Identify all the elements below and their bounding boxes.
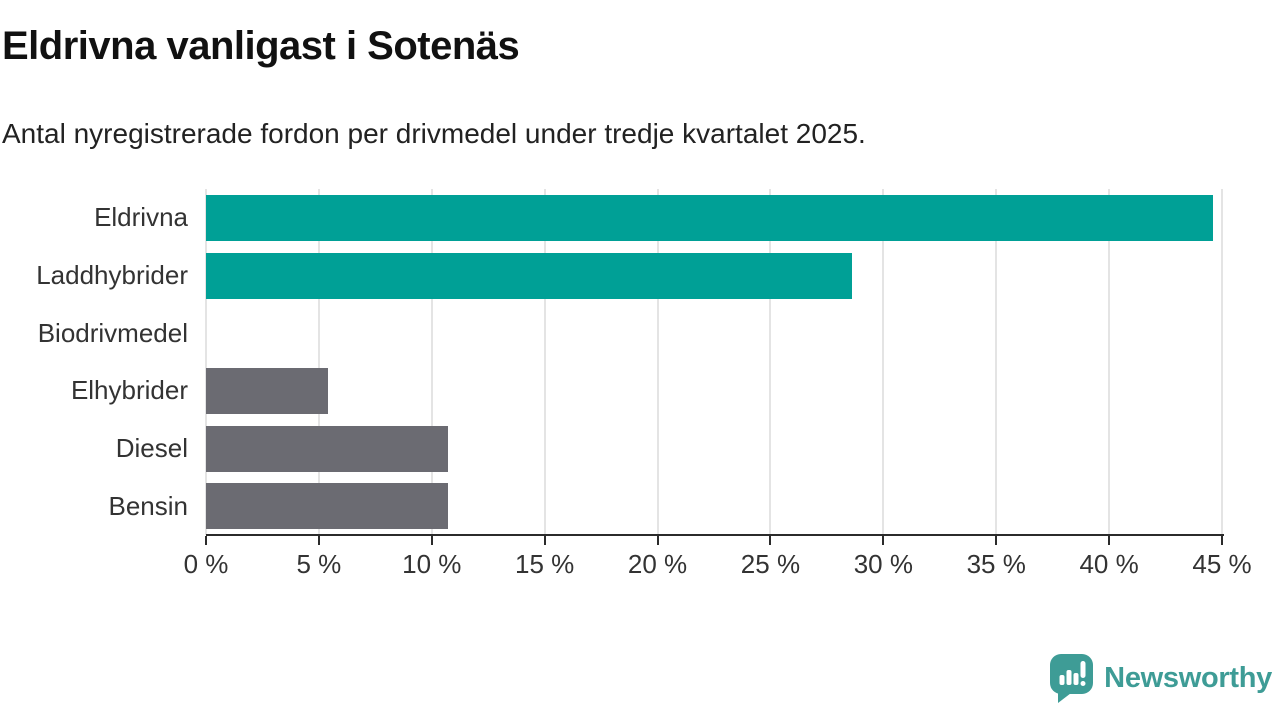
x-tick-label-15: 15 %: [515, 549, 575, 579]
category-label-diesel: Diesel: [115, 432, 188, 463]
x-tick-20: [656, 536, 659, 545]
plot-area: [205, 189, 1223, 535]
bar-bensin: [206, 483, 448, 530]
x-axis-line: [206, 534, 1224, 536]
x-tick-label-40: 40 %: [1079, 549, 1139, 579]
x-tick-label-25: 25 %: [740, 549, 801, 579]
gridline-25-percent: [769, 189, 772, 535]
y-axis-labels: Eldrivna Laddhybrider Biodrivmedel Elhybrid…: [0, 189, 188, 535]
gridline-20-percent: [656, 189, 659, 535]
x-tick-10: [430, 536, 433, 545]
x-tick-15: [543, 536, 546, 545]
category-label-biodrivmedel: Biodrivmedel: [37, 317, 188, 348]
gridline-10-percent: [430, 189, 433, 535]
x-tick-40: [1108, 536, 1111, 545]
category-label-elhybrider: Elhybrider: [70, 375, 188, 406]
bar-laddhybrider: [206, 252, 852, 299]
category-label-eldrivna: Eldrivna: [94, 202, 188, 233]
x-tick-35: [995, 536, 998, 545]
x-tick-label-30: 30 %: [853, 549, 913, 579]
gridline-35-percent: [995, 189, 998, 535]
gridline-15-percent: [543, 189, 546, 535]
x-tick-label-45: 45 %: [1192, 549, 1252, 579]
newsworthy-wordmark: Newsworthy: [1104, 661, 1272, 694]
x-tick-label-20: 20 %: [627, 549, 688, 579]
x-tick-45: [1221, 536, 1223, 545]
newsworthy-logo: Newsworthy: [1048, 652, 1272, 704]
newsworthy-speech-bubble-chart-icon: [1050, 654, 1094, 703]
chart-title: Eldrivna vanligast i Sotenäs: [2, 24, 520, 68]
bar-eldrivna: [206, 194, 1213, 241]
category-label-bensin: Bensin: [108, 490, 189, 521]
x-tick-5: [317, 536, 320, 545]
gridline-40-percent: [1108, 189, 1111, 535]
gridline-0-percent: [205, 189, 207, 535]
x-tick-25: [769, 536, 772, 545]
gridline-5-percent: [317, 189, 320, 535]
gridline-45-percent: [1221, 189, 1223, 535]
x-tick-30: [882, 536, 885, 545]
chart-subtitle: Antal nyregistrerade fordon per drivmede…: [2, 118, 866, 149]
x-tick-label-35: 35 %: [966, 549, 1026, 579]
gridline-30-percent: [882, 189, 885, 535]
category-label-laddhybrider: Laddhybrider: [36, 259, 188, 290]
bar-elhybrider: [206, 367, 328, 414]
x-tick-0: [205, 536, 207, 545]
x-tick-label-5: 5 %: [296, 549, 342, 579]
bar-diesel: [206, 425, 448, 472]
x-tick-label-10: 10 %: [402, 549, 462, 579]
x-tick-label-0: 0 %: [183, 549, 229, 579]
